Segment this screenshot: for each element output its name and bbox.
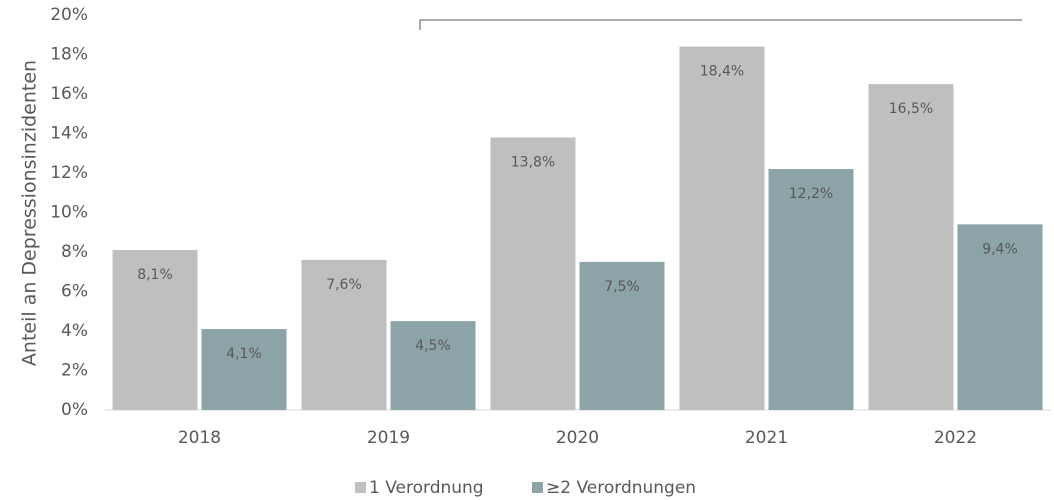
legend-label: 1 Verordnung: [369, 478, 484, 498]
value-label: 7,5%: [604, 279, 640, 295]
y-axis-title: Anteil an Depressionsinzidenten: [19, 60, 41, 366]
bar: [112, 250, 198, 410]
value-label: 4,1%: [226, 346, 262, 362]
value-label: 13,8%: [511, 154, 555, 170]
legend-label: ≥2 Verordnungen: [546, 478, 696, 498]
bar: [768, 169, 854, 410]
y-tick-label: 6%: [61, 282, 88, 302]
y-tick-label: 4%: [61, 321, 88, 341]
bar: [679, 46, 765, 410]
y-tick-label: 2%: [61, 361, 88, 381]
y-tick-label: 18%: [50, 45, 88, 65]
legend-swatch: [355, 482, 366, 493]
y-tick-label: 16%: [50, 84, 88, 104]
y-tick-label: 20%: [50, 5, 88, 25]
x-tick-label: 2022: [934, 428, 977, 448]
value-label: 8,1%: [137, 267, 173, 283]
y-tick-label: 12%: [50, 163, 88, 183]
bar: [301, 259, 387, 410]
y-tick-label: 8%: [61, 242, 88, 262]
x-tick-label: 2018: [178, 428, 221, 448]
x-tick-label: 2020: [556, 428, 599, 448]
x-tick-label: 2021: [745, 428, 788, 448]
bar: [579, 261, 665, 410]
bar: [490, 137, 576, 410]
value-label: 18,4%: [700, 64, 744, 80]
y-tick-label: 0%: [61, 400, 88, 420]
bar: [957, 224, 1043, 410]
value-label: 9,4%: [982, 241, 1018, 257]
value-label: 7,6%: [326, 277, 362, 293]
bracket: [419, 19, 1022, 30]
bar: [390, 321, 476, 410]
legend-swatch: [532, 482, 543, 493]
bar: [868, 84, 954, 410]
y-tick-label: 10%: [50, 203, 88, 223]
value-label: 16,5%: [889, 101, 933, 117]
bar: [201, 329, 287, 410]
x-tick-label: 2019: [367, 428, 410, 448]
y-tick-label: 14%: [50, 124, 88, 144]
value-label: 12,2%: [789, 186, 833, 202]
value-label: 4,5%: [415, 338, 451, 354]
